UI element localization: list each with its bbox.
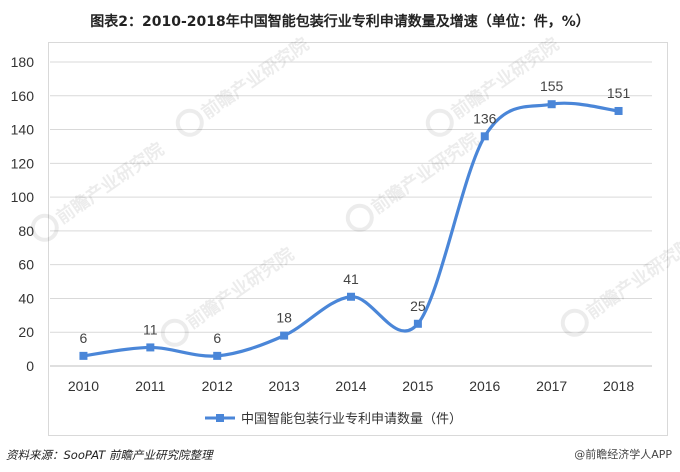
y-tick-label: 120 — [11, 155, 35, 171]
data-point — [413, 319, 422, 328]
data-point — [213, 351, 222, 360]
watermark-text: 前瞻产业研究院 — [582, 233, 680, 323]
data-point — [480, 132, 489, 141]
legend-label: 中国智能包装行业专利申请数量（件） — [241, 412, 462, 427]
watermark-text: 前瞻产业研究院 — [197, 33, 313, 123]
y-tick-label: 80 — [18, 223, 34, 239]
x-tick-label: 2016 — [469, 378, 500, 394]
y-tick-label: 0 — [26, 358, 34, 374]
chart-title: 图表2：2010-2018年中国智能包装行业专利申请数量及增速（单位：件，%） — [90, 14, 590, 30]
watermark-logo — [560, 308, 589, 337]
data-label: 136 — [473, 110, 497, 126]
x-tick-label: 2014 — [335, 378, 366, 394]
data-label: 11 — [143, 321, 158, 337]
data-label: 6 — [80, 330, 88, 346]
x-tick-label: 2013 — [269, 378, 300, 394]
watermark: 前瞻产业研究院 — [560, 233, 680, 337]
x-tick-label: 2018 — [603, 378, 634, 394]
series-line — [83, 101, 619, 358]
data-point — [547, 100, 556, 109]
watermark-text: 前瞻产业研究院 — [52, 138, 168, 228]
app-badge: @前瞻经济学人APP — [574, 448, 672, 461]
y-tick-label: 100 — [11, 189, 35, 205]
watermark-logo — [175, 108, 204, 137]
y-tick-label: 180 — [11, 54, 35, 70]
x-tick-label: 2015 — [402, 378, 433, 394]
data-label: 18 — [276, 310, 292, 326]
watermark: 前瞻产业研究院 — [345, 128, 483, 232]
x-tick-label: 2011 — [135, 378, 165, 394]
watermark-logo — [160, 318, 189, 347]
x-tick-label: 2017 — [536, 378, 567, 394]
plot-frame — [48, 42, 668, 436]
data-label: 41 — [343, 271, 359, 287]
y-tick-label: 60 — [18, 257, 34, 273]
data-label: 155 — [540, 78, 564, 94]
data-point — [347, 292, 355, 301]
watermark: 前瞻产业研究院 — [175, 33, 313, 137]
y-tick-label: 160 — [11, 88, 35, 104]
watermark-logo — [30, 213, 59, 242]
y-tick-label: 140 — [11, 122, 35, 138]
watermark-logo — [345, 203, 374, 232]
watermark-text: 前瞻产业研究院 — [367, 128, 483, 218]
data-label: 25 — [410, 298, 426, 314]
y-tick-label: 40 — [18, 290, 34, 306]
data-label: 6 — [213, 330, 221, 346]
data-point — [79, 351, 88, 360]
data-point — [614, 106, 623, 115]
data-point — [280, 331, 289, 340]
y-tick-label: 20 — [18, 324, 34, 340]
watermark-logo — [425, 108, 454, 137]
x-tick-label: 2010 — [68, 378, 99, 394]
watermark: 前瞻产业研究院 — [160, 243, 298, 347]
data-label: 151 — [607, 85, 631, 101]
data-point — [146, 343, 155, 352]
source-note: 资料来源：SooPAT 前瞻产业研究院整理 — [6, 448, 213, 462]
watermark: 前瞻产业研究院 — [30, 138, 168, 242]
legend-marker — [216, 414, 224, 422]
x-tick-label: 2012 — [202, 378, 233, 394]
